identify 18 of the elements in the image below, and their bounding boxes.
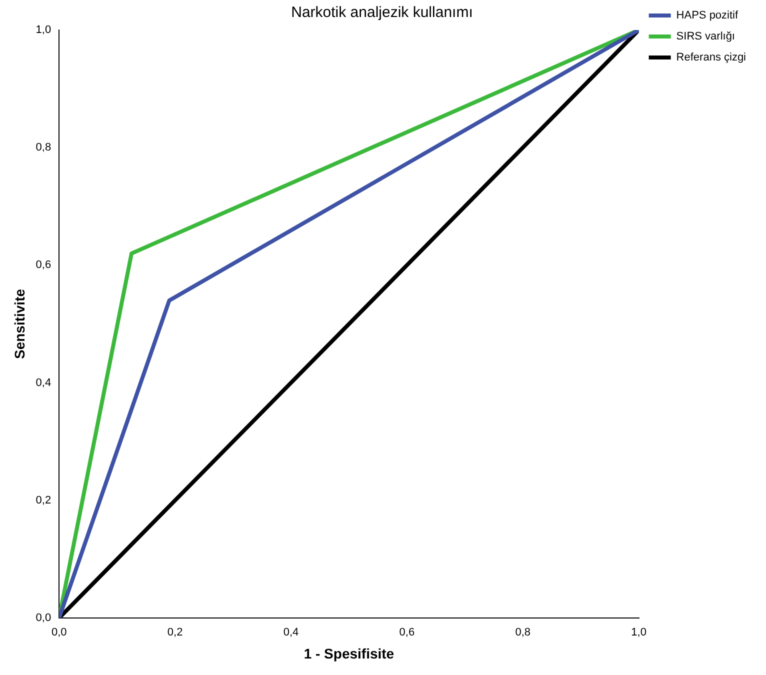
legend-label: SIRS varlığı <box>676 30 735 43</box>
legend-label: Referans çizgi <box>676 52 746 64</box>
x-tick-label: 1,0 <box>631 626 646 639</box>
y-axis-title: Sensitivite <box>11 288 28 360</box>
legend-label: HAPS pozitif <box>676 10 739 22</box>
x-tick-label: 0,8 <box>515 626 531 639</box>
y-tick-label: 0,6 <box>36 259 52 272</box>
x-tick-label: 0,6 <box>399 626 415 639</box>
y-tick-label: 0,8 <box>36 142 52 154</box>
x-tick-label: 0,2 <box>167 626 183 639</box>
y-tick-label: 1,0 <box>36 24 52 36</box>
x-axis-title: 1 - Spesifisite <box>304 645 394 662</box>
y-tick-label: 0,2 <box>36 494 52 506</box>
y-tick-label: 0,0 <box>36 612 52 624</box>
x-tick-label: 0,4 <box>283 626 299 639</box>
y-tick-label: 0,4 <box>36 376 52 389</box>
chart-title: Narkotik analjezik kullanımı <box>291 4 473 22</box>
x-tick-label: 0,0 <box>51 626 67 639</box>
